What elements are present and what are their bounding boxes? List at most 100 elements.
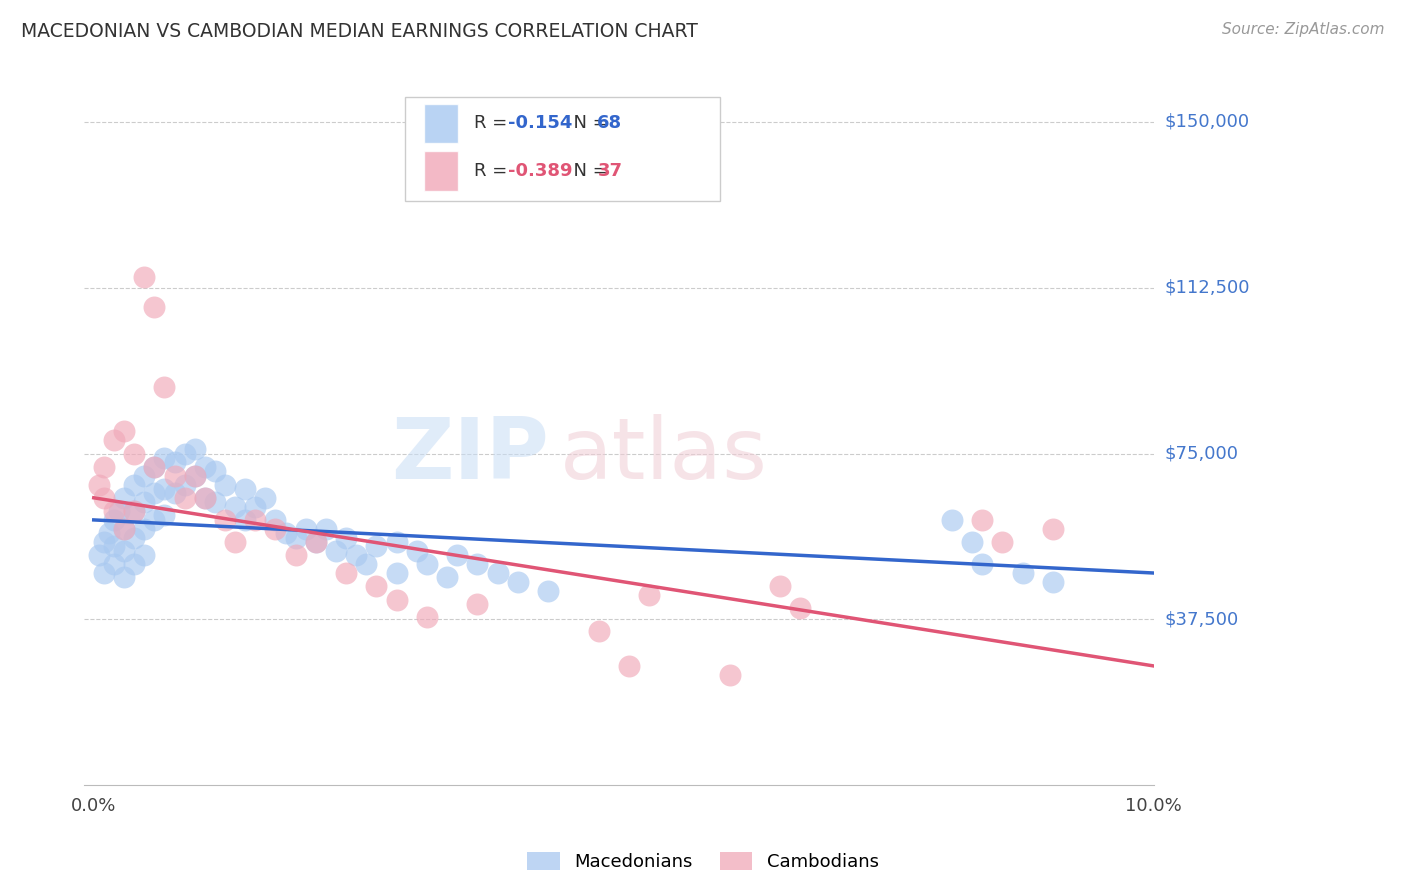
- Point: [254, 491, 277, 505]
- Point: [153, 450, 176, 465]
- Legend: Macedonians, Cambodians: Macedonians, Cambodians: [520, 845, 886, 879]
- Point: [143, 301, 166, 315]
- Point: [163, 486, 186, 500]
- Point: [93, 566, 115, 580]
- Point: [153, 380, 176, 394]
- Point: [134, 495, 156, 509]
- Text: 68: 68: [598, 114, 623, 132]
- Text: -0.389: -0.389: [509, 162, 574, 180]
- Point: [112, 570, 135, 584]
- Point: [1042, 574, 1064, 589]
- Point: [467, 597, 489, 611]
- Point: [122, 531, 145, 545]
- Point: [112, 522, 135, 536]
- Point: [153, 508, 176, 523]
- Bar: [425, 103, 458, 143]
- Point: [183, 468, 205, 483]
- Text: $112,500: $112,500: [1166, 278, 1250, 296]
- Point: [173, 477, 195, 491]
- Point: [122, 504, 145, 518]
- Point: [385, 592, 408, 607]
- Point: [416, 610, 439, 624]
- Point: [103, 513, 125, 527]
- Point: [194, 459, 217, 474]
- Point: [617, 659, 640, 673]
- Point: [436, 570, 458, 584]
- Point: [103, 504, 125, 518]
- Point: [194, 491, 217, 505]
- Point: [204, 495, 226, 509]
- Point: [122, 557, 145, 571]
- Point: [204, 464, 226, 478]
- Point: [467, 557, 489, 571]
- Point: [274, 526, 297, 541]
- Text: R =: R =: [474, 162, 513, 180]
- Point: [405, 544, 427, 558]
- Point: [284, 531, 307, 545]
- Point: [173, 446, 195, 460]
- Point: [214, 513, 236, 527]
- Point: [134, 269, 156, 284]
- Point: [143, 459, 166, 474]
- Point: [769, 579, 792, 593]
- Point: [537, 583, 560, 598]
- Point: [112, 544, 135, 558]
- Point: [103, 557, 125, 571]
- Point: [153, 482, 176, 496]
- Point: [214, 477, 236, 491]
- Point: [294, 522, 316, 536]
- Point: [122, 504, 145, 518]
- Point: [112, 425, 135, 439]
- Point: [183, 442, 205, 456]
- Point: [87, 477, 110, 491]
- Point: [173, 491, 195, 505]
- Point: [344, 549, 367, 563]
- Text: $37,500: $37,500: [1166, 610, 1239, 629]
- Text: N =: N =: [562, 162, 613, 180]
- Point: [335, 531, 357, 545]
- Point: [93, 459, 115, 474]
- Point: [264, 522, 287, 536]
- Point: [163, 455, 186, 469]
- Point: [108, 504, 131, 518]
- Point: [264, 513, 287, 527]
- Point: [486, 566, 509, 580]
- Point: [972, 513, 994, 527]
- Point: [97, 526, 120, 541]
- Point: [143, 513, 166, 527]
- Point: [93, 535, 115, 549]
- Point: [385, 566, 408, 580]
- Text: R =: R =: [474, 114, 513, 132]
- Point: [446, 549, 468, 563]
- Point: [224, 535, 246, 549]
- Text: $75,000: $75,000: [1166, 444, 1239, 463]
- Text: Source: ZipAtlas.com: Source: ZipAtlas.com: [1222, 22, 1385, 37]
- Point: [718, 668, 741, 682]
- Point: [194, 491, 217, 505]
- Point: [143, 459, 166, 474]
- Point: [103, 540, 125, 554]
- Point: [93, 491, 115, 505]
- Point: [1042, 522, 1064, 536]
- Point: [991, 535, 1014, 549]
- Text: -0.154: -0.154: [509, 114, 572, 132]
- Point: [134, 468, 156, 483]
- Point: [163, 468, 186, 483]
- Text: MACEDONIAN VS CAMBODIAN MEDIAN EARNINGS CORRELATION CHART: MACEDONIAN VS CAMBODIAN MEDIAN EARNINGS …: [21, 22, 697, 41]
- Point: [284, 549, 307, 563]
- Point: [385, 535, 408, 549]
- Point: [143, 486, 166, 500]
- Point: [134, 522, 156, 536]
- Point: [335, 566, 357, 580]
- Point: [789, 601, 811, 615]
- Point: [112, 491, 135, 505]
- Point: [122, 477, 145, 491]
- Point: [87, 549, 110, 563]
- Text: $150,000: $150,000: [1166, 112, 1250, 130]
- Point: [960, 535, 983, 549]
- Point: [506, 574, 529, 589]
- Point: [588, 624, 610, 638]
- Point: [224, 500, 246, 514]
- Point: [356, 557, 378, 571]
- Point: [366, 540, 388, 554]
